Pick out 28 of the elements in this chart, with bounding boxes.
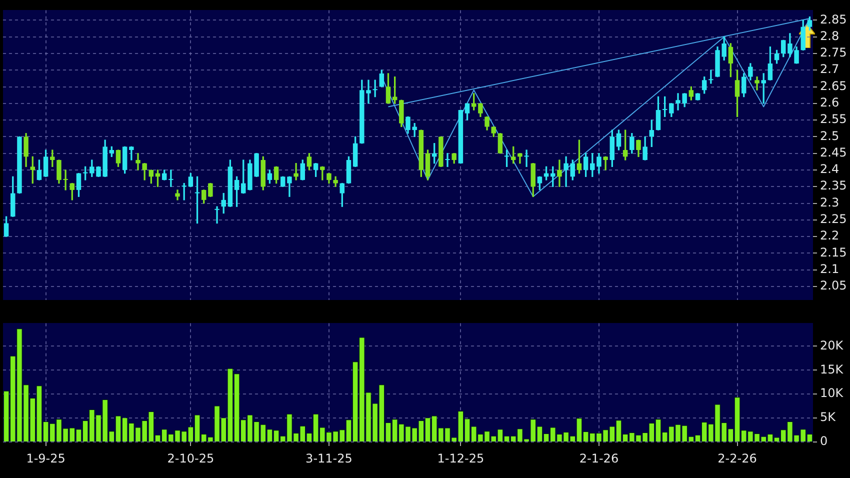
x-tick-label: 3-11-25: [306, 451, 352, 466]
y-tick-label: 2.65: [820, 78, 847, 93]
y-tick-label: 0: [820, 434, 828, 448]
y-tick-label: 5K: [820, 410, 837, 424]
x-tick-label: 1-12-25: [437, 451, 484, 466]
y-tick-label: 2.1: [820, 262, 840, 276]
y-tick-label: 2.5: [820, 128, 840, 143]
y-tick-label: 2.05: [820, 278, 847, 293]
x-tick-label: 1-9-25: [26, 451, 66, 466]
y-tick-label: 2.7: [820, 62, 840, 76]
y-tick-label: 2.4: [820, 162, 840, 176]
x-tick-label: 2-1-26: [579, 451, 619, 466]
x-tick-label: 2-2-26: [718, 451, 757, 466]
y-tick-label: 2.35: [820, 178, 847, 193]
y-tick-label: 2.25: [820, 212, 847, 226]
y-tick-label: 2.45: [820, 145, 847, 160]
y-tick-label: 2.3: [820, 195, 840, 210]
x-tick-label: 2-10-25: [167, 451, 214, 466]
y-tick-label: 20K: [820, 338, 844, 352]
y-tick-label: 2.75: [820, 46, 847, 60]
y-tick-label: 2.6: [820, 96, 840, 110]
y-tick-label: 2.85: [820, 12, 847, 26]
y-tick-label: 2.15: [820, 245, 847, 260]
y-tick-label: 2.8: [820, 28, 840, 43]
y-tick-label: 15K: [820, 362, 844, 376]
y-tick-label: 10K: [820, 386, 844, 400]
y-tick-label: 2.2: [820, 228, 840, 243]
y-tick-label: 2.55: [820, 112, 847, 126]
